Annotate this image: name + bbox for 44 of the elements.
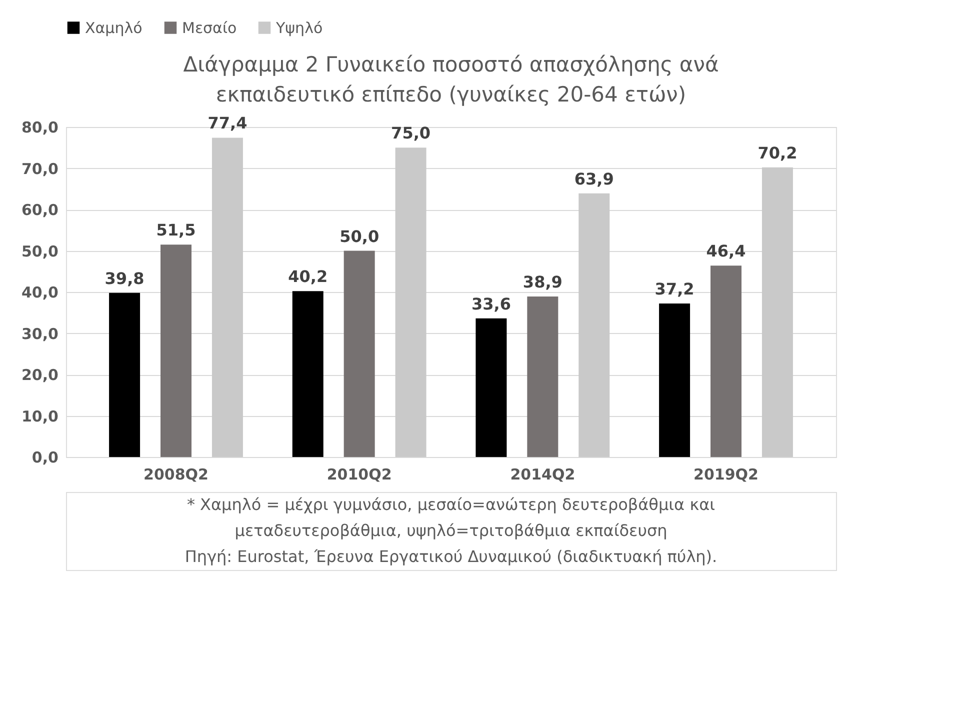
data-label: 75,0 [391, 124, 431, 143]
legend-label: Χαμηλό [85, 18, 142, 37]
data-label: 37,2 [654, 280, 694, 299]
bar [109, 292, 140, 457]
bar [476, 318, 507, 457]
bar [292, 291, 324, 457]
bar [710, 266, 742, 457]
x-tick-label: 2008Q2 [144, 466, 208, 484]
data-label: 51,5 [156, 220, 196, 240]
text: * Χαμηλό = μέχρι γυμνάσιο, μεσαίο=ανώτερη δευτεροβάθμια και [186, 495, 716, 514]
bar [160, 244, 192, 457]
text: Πηγή: Eurostat, Έρευνα Εργατικού Δυναμικού (διαδικτυακή πύλη). [184, 547, 718, 566]
bar [527, 296, 558, 457]
legend-label: Υψηλό [275, 18, 323, 37]
data-label: 33,6 [471, 294, 511, 314]
y-tick-label: 80,0 [21, 118, 58, 136]
legend-label: Μεσαίο [182, 18, 237, 37]
bar [395, 148, 426, 457]
x-tick-label: 2010Q2 [326, 466, 392, 484]
x-tick-label: 2019Q2 [694, 466, 758, 484]
bar [212, 138, 243, 457]
data-label: 39,8 [104, 268, 144, 288]
data-label: 46,4 [706, 242, 746, 261]
data-label: 63,9 [574, 169, 614, 188]
y-tick-label: 0,0 [32, 448, 58, 466]
data-label: 70,2 [758, 143, 798, 162]
y-tick-label: 40,0 [21, 284, 58, 302]
y-tick-label: 60,0 [21, 201, 58, 219]
x-tick-label: 2014Q2 [510, 466, 576, 484]
bar [659, 304, 690, 457]
text: μεταδευτεροβάθμια, υψηλό=τριτοβάθμια εκπαίδευση [234, 521, 668, 540]
data-label: 40,2 [288, 267, 328, 286]
y-tick-label: 30,0 [21, 324, 58, 343]
y-tick-label: 70,0 [21, 160, 58, 178]
chart-title: Διάγραμμα 2 Γυναικείο ποσοστό απασχόλησης ανά εκπαιδευτικό επίπεδο (γυναίκες 20-64 ετών) [183, 52, 719, 107]
data-label: 50,0 [340, 226, 380, 246]
data-label: 38,9 [522, 272, 562, 292]
y-tick-label: 20,0 [21, 366, 58, 384]
data-label: 77,4 [208, 114, 248, 133]
y-tick-label: 10,0 [21, 407, 58, 426]
y-tick-label: 50,0 [21, 242, 58, 260]
bar [344, 250, 375, 457]
bar [762, 167, 793, 457]
bar [578, 193, 610, 457]
